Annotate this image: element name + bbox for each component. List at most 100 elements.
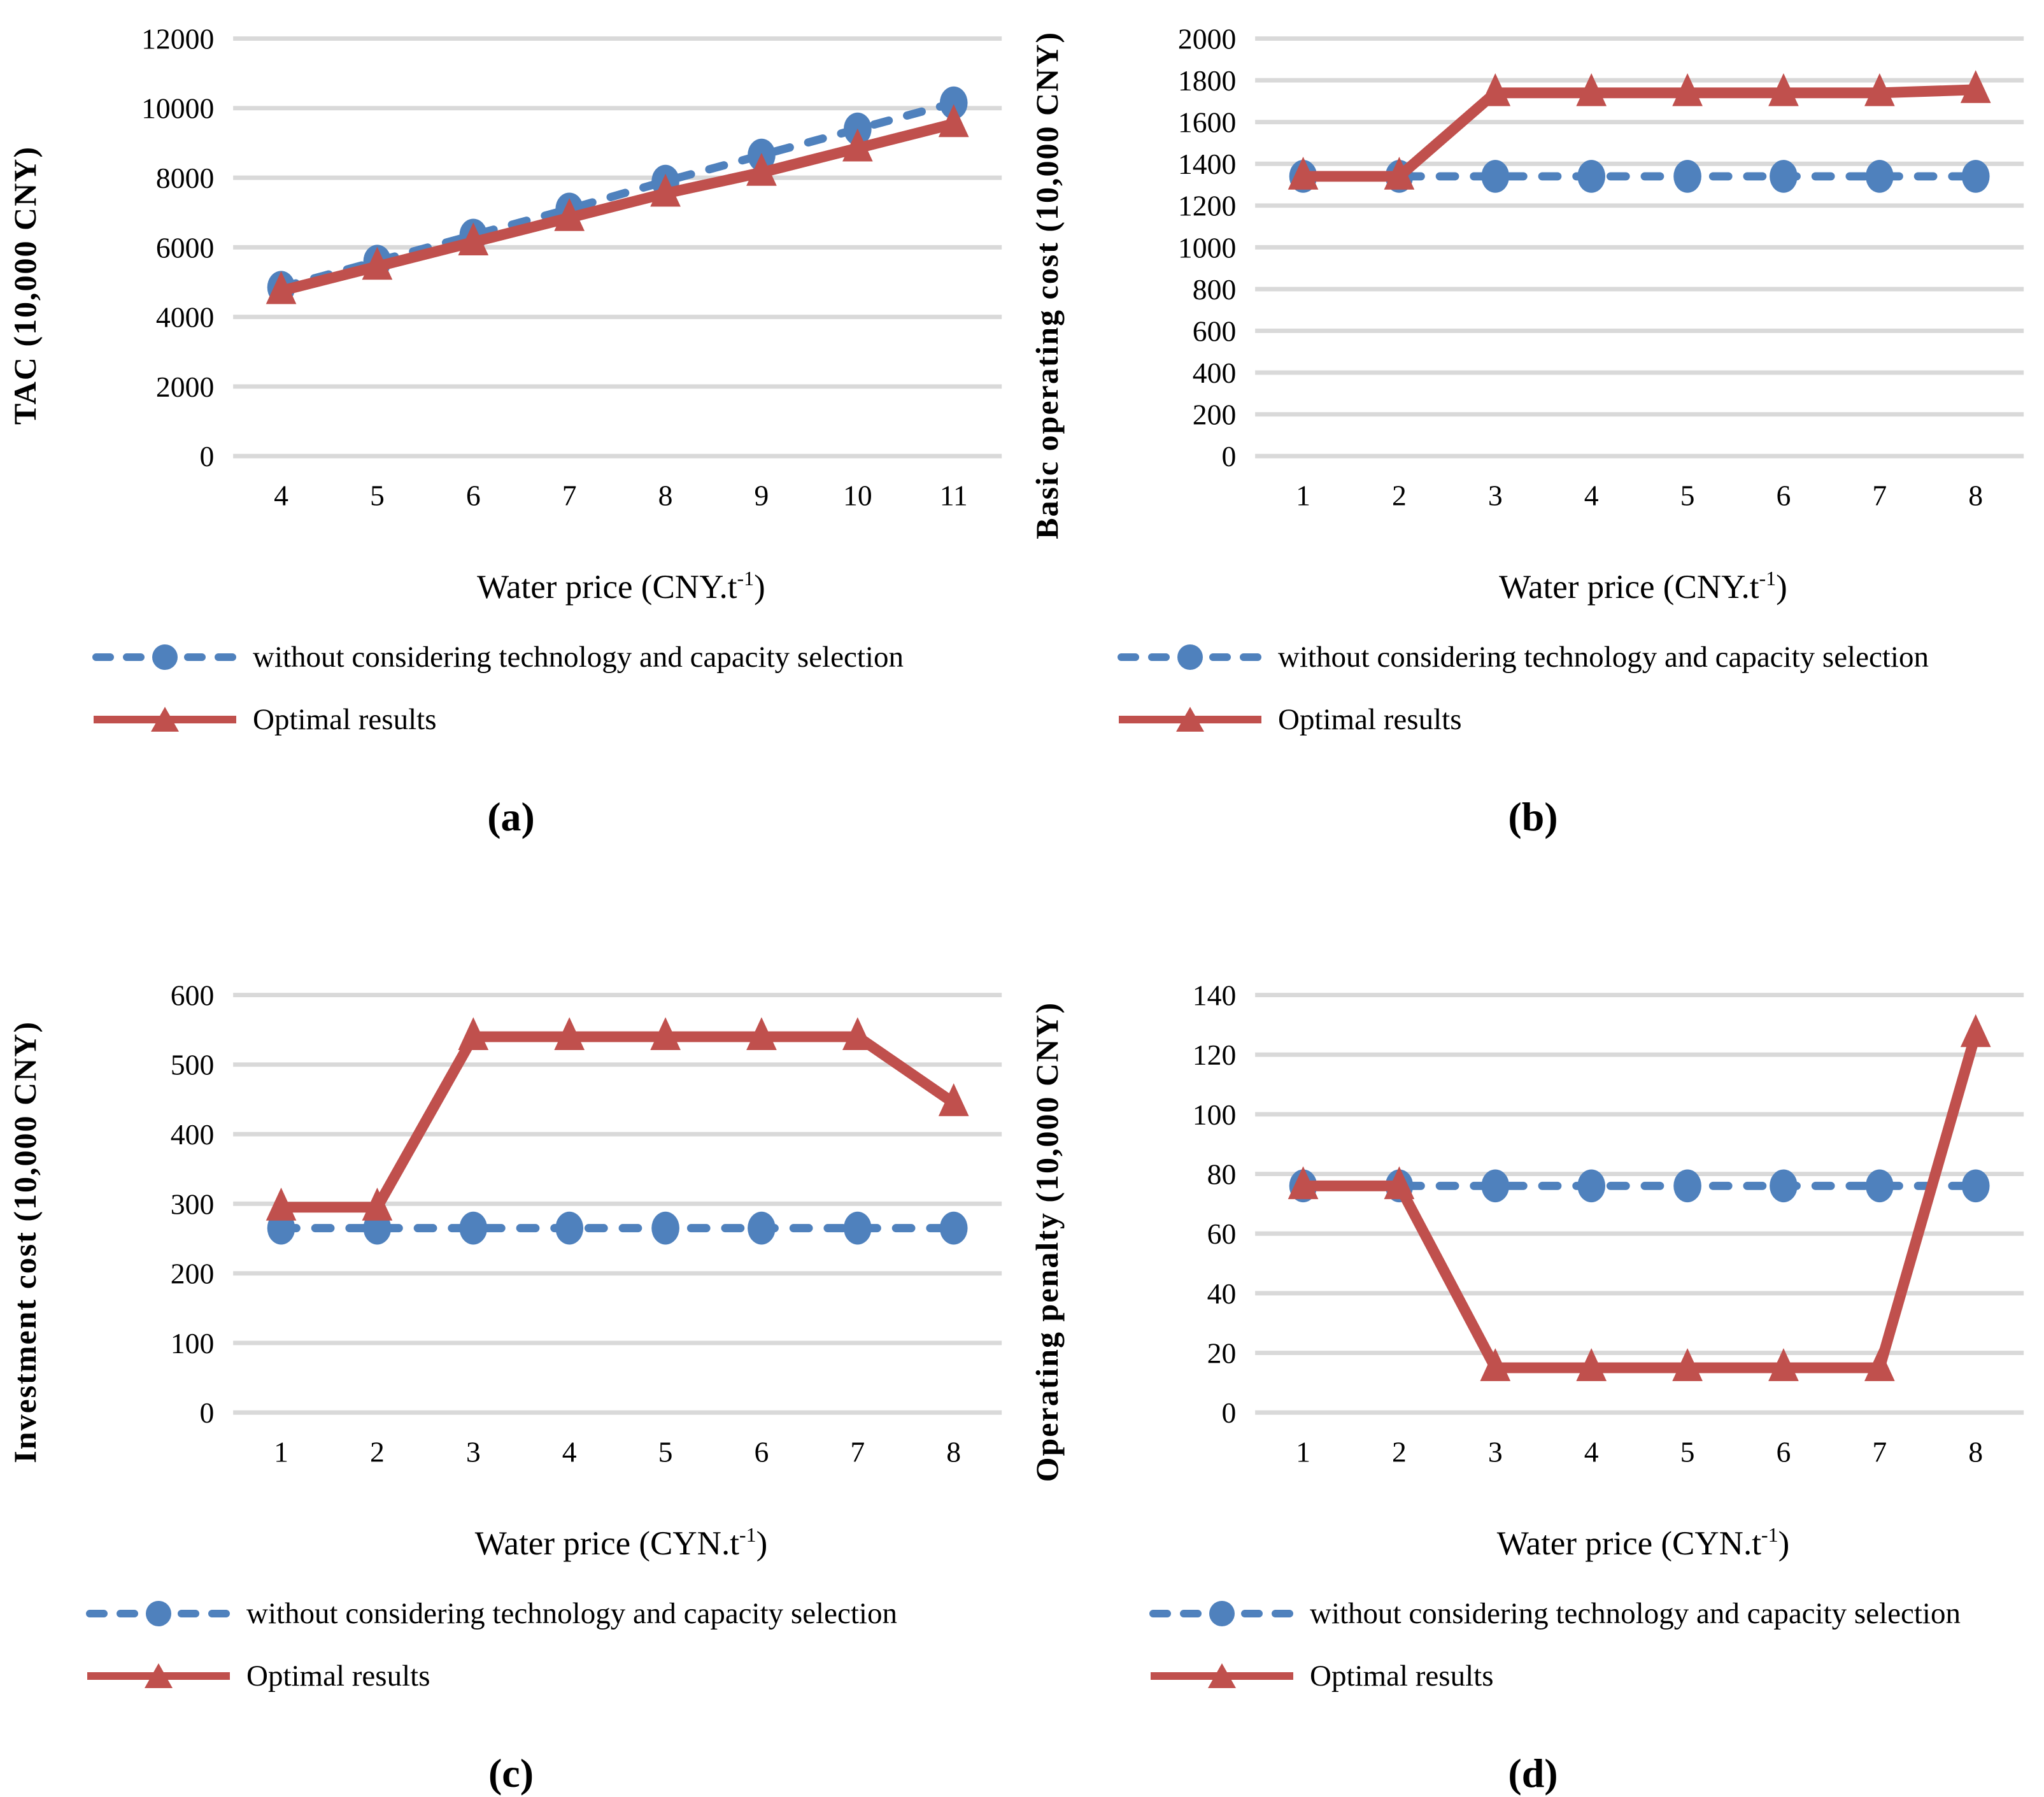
- chart-panel-d: Operating penalty (10,000 CNY) 0 20 40 60 80…: [1022, 885, 2044, 1796]
- legend-c: without considering technology and capac…: [86, 1596, 1022, 1694]
- marker-triangle: [1384, 157, 1415, 190]
- caption-a: (a): [487, 794, 535, 839]
- y-axis-title-text: Investment cost (10,000 CNY): [7, 1020, 43, 1463]
- x-axis-title-a: Water price (CNY.t-1): [0, 567, 1022, 606]
- legend-d: without considering technology and capac…: [1149, 1596, 2044, 1694]
- x-tick-label: 7: [1872, 1436, 1887, 1468]
- series-line: [276, 1031, 960, 1213]
- x-axis-title-superscript: -1: [1761, 1523, 1778, 1546]
- x-tick-label: 10: [843, 479, 872, 512]
- marker-circle: [1481, 160, 1510, 193]
- x-tick-label: 5: [370, 479, 385, 512]
- x-axis-title-text: Water price (CNY.t: [1499, 569, 1759, 606]
- legend-label-optimal: Optimal results: [253, 703, 437, 736]
- y-tick-label: 0: [199, 440, 214, 472]
- marker-triangle: [458, 222, 489, 256]
- marker-triangle: [1480, 73, 1511, 106]
- chart-plot-c: 0 100 200 300 400 500 600 1 2 3 4 5 6 7 8: [171, 979, 1002, 1468]
- y-tick-label: 800: [1193, 273, 1237, 306]
- marker-triangle: [1864, 1348, 1895, 1381]
- y-tick-label: 2000: [1178, 22, 1236, 55]
- x-axis-title-superscript: -1: [1759, 567, 1777, 590]
- legend-label-optimal: Optimal results: [246, 1659, 430, 1693]
- marker-triangle: [1864, 73, 1895, 106]
- marker-triangle: [554, 198, 585, 231]
- marker-triangle: [1768, 73, 1799, 106]
- gridlines: [233, 36, 1002, 458]
- x-tick-label: 8: [1968, 1436, 1983, 1468]
- x-tick-label: 8: [1968, 479, 1983, 512]
- caption-c: (c): [488, 1751, 534, 1796]
- y-axis-title-b: Basic operating cost (10,000 CNY): [1022, 5, 1072, 565]
- x-tick-label: 4: [562, 1436, 577, 1468]
- marker-triangle: [1768, 1348, 1799, 1381]
- x-tick-label: 4: [274, 479, 288, 512]
- y-tick-label: 1200: [1178, 190, 1236, 222]
- x-tick-labels: 1 2 3 4 5 6 7 8: [274, 1436, 961, 1468]
- y-tick-label: 200: [1193, 399, 1237, 431]
- marker-triangle: [1672, 73, 1703, 106]
- legend-item-optimal: Optimal results: [92, 702, 1022, 737]
- y-tick-label: 100: [1193, 1098, 1237, 1131]
- y-tick-label: 0: [1221, 440, 1236, 472]
- x-tick-label: 3: [1488, 479, 1503, 512]
- y-tick-label: 120: [1193, 1039, 1237, 1071]
- solid-line-triangle-icon: [1119, 707, 1261, 732]
- chart-area-b: Basic operating cost (10,000 CNY) 0 200 40…: [1022, 5, 2044, 565]
- marker-triangle: [266, 271, 297, 304]
- x-axis-title-close: ): [1778, 1525, 1790, 1562]
- chart-plot-d: 0 20 40 60 80 100 120 140 1 2 3 4 5 6 7 8: [1193, 979, 2024, 1468]
- y-tick-label: 12000: [141, 22, 214, 55]
- x-axis-title-superscript: -1: [737, 567, 755, 590]
- x-tick-label: 2: [1392, 1436, 1407, 1468]
- chart-panel-a: TAC (10,000 CNY) 0 2000 4000 6000 8000 10000 1…: [0, 0, 1022, 885]
- y-tick-label: 100: [171, 1327, 215, 1360]
- marker-triangle: [1960, 1014, 1991, 1048]
- caption-b: (b): [1508, 794, 1558, 839]
- y-tick-label: 140: [1193, 979, 1237, 1011]
- legend-label-optimal: Optimal results: [1278, 703, 1462, 736]
- legend-a: without considering technology and capac…: [92, 639, 1022, 737]
- series-line: [276, 118, 960, 297]
- x-tick-label: 7: [850, 1436, 865, 1468]
- marker-circle: [555, 1211, 584, 1245]
- x-axis-title-c: Water price (CYN.t-1): [0, 1523, 1022, 1563]
- x-axis-title-text: Water price (CNY.t: [477, 569, 737, 606]
- chart-plot-a: 0 2000 4000 6000 8000 10000 12000 4 5 6 7 8 9 10 11: [141, 22, 1002, 512]
- marker-triangle: [362, 246, 393, 280]
- y-axis-title-text: Basic operating cost (10,000 CNY): [1029, 31, 1065, 539]
- chart-plot-b: 0 200 400 600 800 1000 1200 1400 1600 1800 2000 1 2 3…: [1178, 22, 2024, 512]
- dashed-line-circle-icon: [92, 644, 238, 670]
- y-tick-label: 200: [171, 1258, 215, 1290]
- legend-label-baseline: without considering technology and capac…: [246, 1597, 897, 1630]
- y-tick-label: 4000: [156, 301, 214, 334]
- y-tick-label: 600: [1193, 315, 1237, 347]
- marker-triangle: [1288, 157, 1319, 190]
- y-tick-labels: 0 2000 4000 6000 8000 10000 12000: [141, 22, 214, 472]
- marker-circle: [1961, 1169, 1990, 1203]
- legend-item-baseline: without considering technology and capac…: [92, 639, 1022, 675]
- legend-label-optimal: Optimal results: [1310, 1659, 1494, 1693]
- x-tick-label: 7: [562, 479, 577, 512]
- marker-circle: [1770, 160, 1798, 193]
- y-tick-label: 300: [171, 1188, 215, 1220]
- chart-area-a: TAC (10,000 CNY) 0 2000 4000 6000 8000 10000 1…: [0, 5, 1022, 565]
- gridlines: [1255, 993, 2024, 1415]
- x-tick-label: 6: [1777, 479, 1791, 512]
- marker-triangle: [1672, 1348, 1703, 1381]
- marker-circle: [651, 1211, 679, 1245]
- marker-triangle: [842, 1017, 873, 1050]
- x-tick-label: 8: [946, 1436, 961, 1468]
- y-tick-label: 1400: [1178, 148, 1236, 180]
- x-tick-label: 3: [466, 1436, 481, 1468]
- chart-area-c: Investment cost (10,000 CNY) 0 100 200 300 4…: [0, 962, 1022, 1522]
- marker-triangle: [1576, 1348, 1607, 1381]
- x-tick-label: 3: [1488, 1436, 1503, 1468]
- dashed-line-circle-icon: [86, 1601, 231, 1626]
- x-tick-labels: 4 5 6 7 8 9 10 11: [274, 479, 968, 512]
- marker-circle: [1961, 160, 1990, 193]
- y-tick-label: 20: [1207, 1337, 1237, 1369]
- marker-triangle: [362, 1188, 393, 1221]
- x-axis-title-d: Water price (CYN.t-1): [1022, 1523, 2044, 1563]
- legend-item-baseline: without considering technology and capac…: [86, 1596, 1022, 1631]
